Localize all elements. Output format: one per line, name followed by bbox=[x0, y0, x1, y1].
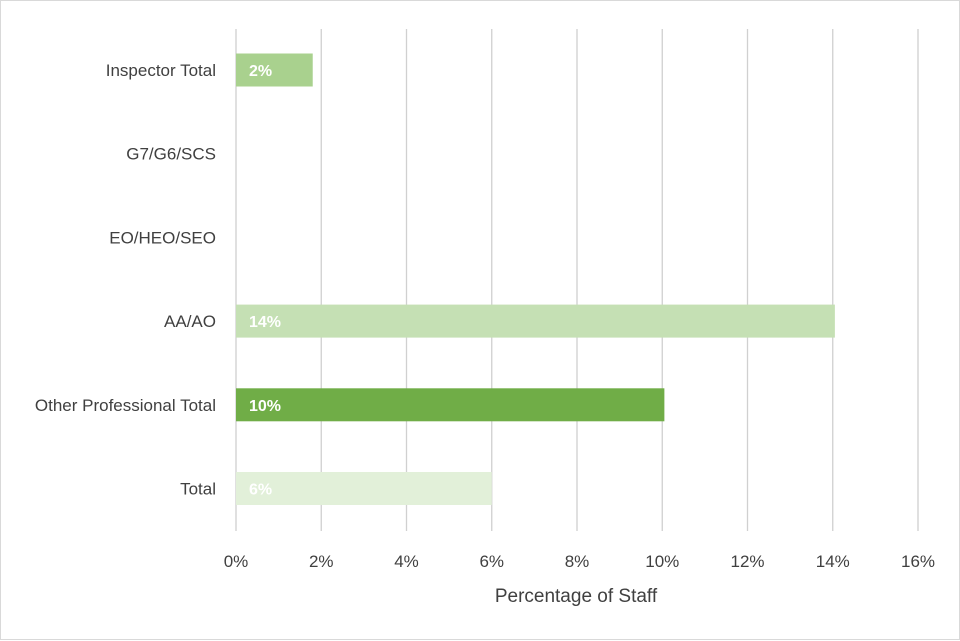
gridlines bbox=[235, 29, 919, 531]
category-label: G7/G6/SCS bbox=[126, 145, 216, 164]
category-labels: Inspector Total G7/G6/SCS EO/HEO/SEO AA/AO O… bbox=[35, 61, 216, 499]
x-axis-title: Percentage of Staff bbox=[495, 586, 658, 607]
data-label: 6% bbox=[249, 482, 272, 499]
category-label: Inspector Total bbox=[106, 61, 216, 80]
x-tick-label: 6% bbox=[479, 552, 504, 571]
data-label: 2% bbox=[249, 63, 272, 80]
x-tick-label: 16% bbox=[901, 552, 935, 571]
category-label: Other Professional Total bbox=[35, 396, 216, 415]
x-tick-label: 12% bbox=[730, 552, 764, 571]
bars bbox=[236, 53, 835, 505]
bar bbox=[236, 472, 492, 505]
bar bbox=[236, 388, 665, 422]
x-tick-label: 10% bbox=[645, 552, 679, 571]
x-tick-labels: 0% 2% 4% 6% 8% 10% 12% 14% 16% bbox=[224, 552, 935, 571]
data-labels: 2% 14% 10% 6% bbox=[249, 63, 281, 499]
x-tick-label: 4% bbox=[394, 552, 419, 571]
category-label: AA/AO bbox=[164, 312, 216, 331]
x-tick-label: 0% bbox=[224, 552, 249, 571]
bar bbox=[236, 304, 835, 338]
bar bbox=[236, 53, 313, 87]
x-tick-label: 8% bbox=[565, 552, 590, 571]
data-label: 10% bbox=[249, 398, 281, 415]
data-label: 14% bbox=[249, 314, 281, 331]
x-tick-label: 14% bbox=[816, 552, 850, 571]
category-label: Total bbox=[180, 480, 216, 499]
category-label: EO/HEO/SEO bbox=[109, 228, 216, 247]
x-tick-label: 2% bbox=[309, 552, 334, 571]
